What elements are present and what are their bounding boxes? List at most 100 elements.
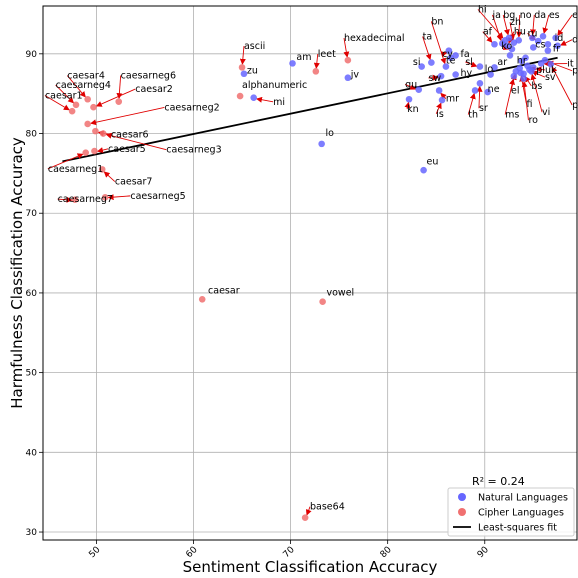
legend: Natural Languages Cipher Languages Least… <box>447 487 575 537</box>
label-arrow <box>343 37 350 58</box>
y-tick-label: 60 <box>26 289 38 299</box>
label-arrow <box>107 194 131 201</box>
point-label: hi <box>478 4 487 15</box>
point-label: caesar4 <box>67 71 105 82</box>
point-label: af <box>483 27 493 38</box>
point-label: vi <box>542 107 550 118</box>
natural-language-point <box>415 86 423 93</box>
cipher-language-point <box>92 127 99 135</box>
point-label: is <box>436 109 444 120</box>
point-label: el <box>511 86 519 97</box>
point-label: ne <box>488 84 500 95</box>
point-label: zh <box>510 17 521 28</box>
natural-language-point <box>522 54 529 62</box>
natural-language-point <box>250 94 257 101</box>
y-tick-label: 90 <box>26 50 38 60</box>
natural-language-point <box>547 60 555 68</box>
point-label: base64 <box>310 502 345 513</box>
cipher-language-point <box>101 193 109 201</box>
natural-language-point <box>515 36 523 44</box>
point-label: am <box>296 52 311 63</box>
natural-language-point <box>289 60 296 67</box>
point-label: uk <box>545 65 557 76</box>
point-label: ms <box>505 110 519 121</box>
point-label: it <box>567 59 574 70</box>
point-label: caesar1 <box>45 90 83 101</box>
label-arrow <box>440 92 447 100</box>
point-label: caesarneg2 <box>164 102 219 113</box>
label-arrow <box>96 147 109 154</box>
point-label: ru <box>527 28 537 39</box>
point-label: bn <box>431 16 443 27</box>
natural-language-point <box>418 63 425 70</box>
label-arrow <box>476 85 483 109</box>
point-label: leet <box>318 49 336 60</box>
natural-language-point <box>405 95 413 103</box>
natural-language-point <box>544 47 552 54</box>
natural-language-point <box>503 42 511 50</box>
point-label: pt <box>572 66 578 77</box>
data-points <box>68 32 561 521</box>
point-label: kn <box>407 104 419 115</box>
label-arrow <box>542 14 550 34</box>
point-label: mi <box>273 97 285 108</box>
natural-language-point <box>428 59 435 66</box>
label-arrow <box>95 88 136 107</box>
y-axis-label: Harmfulness Classification Accuracy <box>8 137 26 409</box>
point-label: fr <box>553 43 560 54</box>
natural-language-point <box>452 71 459 78</box>
point-label: lo <box>485 64 494 75</box>
point-label: caesar2 <box>135 84 173 95</box>
point-label: gu <box>405 79 417 90</box>
label-arrow <box>47 153 84 170</box>
point-label: caesar6 <box>111 130 149 141</box>
point-label: caesarneg3 <box>166 145 221 156</box>
point-label: cy <box>442 49 453 60</box>
natural-language-point <box>506 52 514 59</box>
point-label: ascii <box>244 41 265 52</box>
natural-language-point <box>541 56 549 64</box>
natural-language-point <box>554 42 561 50</box>
cipher-language-point <box>68 107 76 115</box>
y-tick-label: 70 <box>26 209 38 219</box>
point-label: pl <box>572 100 578 111</box>
point-label: caesar5 <box>108 144 146 155</box>
cipher-language-point <box>98 166 106 173</box>
cipher-language-point <box>198 296 206 303</box>
label-arrow <box>465 61 478 68</box>
point-label: caesar7 <box>115 177 153 188</box>
point-label: hy <box>460 68 472 79</box>
label-arrow <box>428 74 439 81</box>
point-label: hexadecimal <box>344 33 405 44</box>
legend-natural-marker <box>458 493 466 501</box>
cipher-language-point <box>90 103 97 111</box>
label-arrow <box>521 81 529 121</box>
natural-language-point <box>534 37 542 45</box>
cipher-language-point <box>319 298 326 305</box>
point-label: caesarneg4 <box>56 80 111 91</box>
point-label: fa <box>460 49 469 60</box>
label-arrow <box>482 31 493 43</box>
label-arrow <box>516 14 523 38</box>
natural-language-point <box>420 166 427 174</box>
point-label: cs <box>535 39 545 50</box>
cipher-language-point <box>82 149 90 156</box>
point-label: caesarneg7 <box>58 194 113 205</box>
label-arrow <box>467 92 476 115</box>
point-label: sv <box>545 72 556 83</box>
point-label: hu <box>514 27 526 38</box>
legend-cipher-label: Cipher Languages <box>478 508 564 519</box>
label-arrow <box>422 36 432 61</box>
label-arrow <box>530 14 537 36</box>
natural-language-point <box>442 63 450 70</box>
natural-language-point <box>544 40 552 48</box>
point-label: sl <box>465 57 473 68</box>
natural-language-point <box>318 140 325 148</box>
cipher-language-point <box>72 101 80 109</box>
natural-language-point <box>491 64 498 71</box>
natural-language-point <box>529 34 536 42</box>
cipher-language-point <box>71 196 79 203</box>
